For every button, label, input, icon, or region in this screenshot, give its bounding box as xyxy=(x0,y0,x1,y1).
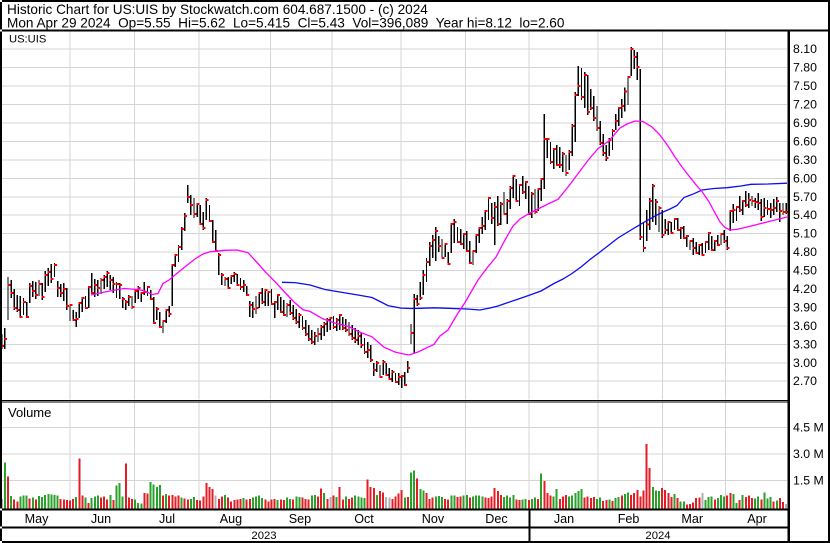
svg-text:Historic Chart for US:UIS by S: Historic Chart for US:UIS by Stockwatch.… xyxy=(7,2,428,17)
svg-text:5.40: 5.40 xyxy=(793,208,817,222)
svg-text:Oct: Oct xyxy=(354,512,374,526)
svg-text:7.80: 7.80 xyxy=(793,61,817,75)
svg-text:2.70: 2.70 xyxy=(793,374,817,388)
svg-text:3.30: 3.30 xyxy=(793,337,817,351)
svg-text:Jul: Jul xyxy=(159,512,175,526)
svg-text:Mon Apr 29 2024 Op=5.55 Hi=5: Mon Apr 29 2024 Op=5.55 Hi=5.62 Lo=5.415… xyxy=(7,16,565,31)
svg-text:May: May xyxy=(25,512,49,526)
svg-text:2024: 2024 xyxy=(645,530,670,542)
svg-text:7.20: 7.20 xyxy=(793,98,817,112)
svg-text:6.00: 6.00 xyxy=(793,171,817,185)
svg-text:6.30: 6.30 xyxy=(793,153,817,167)
svg-text:Jan: Jan xyxy=(554,512,574,526)
svg-text:Mar: Mar xyxy=(681,512,703,526)
svg-text:1.5 M: 1.5 M xyxy=(793,473,824,487)
svg-text:4.5 M: 4.5 M xyxy=(793,420,824,434)
svg-text:4.80: 4.80 xyxy=(793,245,817,259)
svg-text:4.20: 4.20 xyxy=(793,282,817,296)
svg-text:US:UIS: US:UIS xyxy=(9,34,46,46)
svg-text:Nov: Nov xyxy=(422,512,445,526)
svg-text:5.70: 5.70 xyxy=(793,190,817,204)
svg-text:2023: 2023 xyxy=(251,530,276,542)
svg-text:Aug: Aug xyxy=(220,512,242,526)
svg-text:3.90: 3.90 xyxy=(793,300,817,314)
svg-text:3.00: 3.00 xyxy=(793,356,817,370)
svg-text:4.50: 4.50 xyxy=(793,264,817,278)
svg-text:5.10: 5.10 xyxy=(793,227,817,241)
svg-text:7.50: 7.50 xyxy=(793,79,817,93)
svg-text:Feb: Feb xyxy=(618,512,640,526)
svg-text:3.0 M: 3.0 M xyxy=(793,447,824,461)
svg-text:Sep: Sep xyxy=(289,512,311,526)
svg-text:Volume: Volume xyxy=(8,405,51,420)
svg-text:6.60: 6.60 xyxy=(793,134,817,148)
svg-text:8.10: 8.10 xyxy=(793,42,817,56)
svg-text:Dec: Dec xyxy=(485,512,507,526)
svg-text:3.60: 3.60 xyxy=(793,319,817,333)
svg-text:Jun: Jun xyxy=(91,512,111,526)
svg-text:Apr: Apr xyxy=(747,512,767,526)
svg-text:6.90: 6.90 xyxy=(793,116,817,130)
